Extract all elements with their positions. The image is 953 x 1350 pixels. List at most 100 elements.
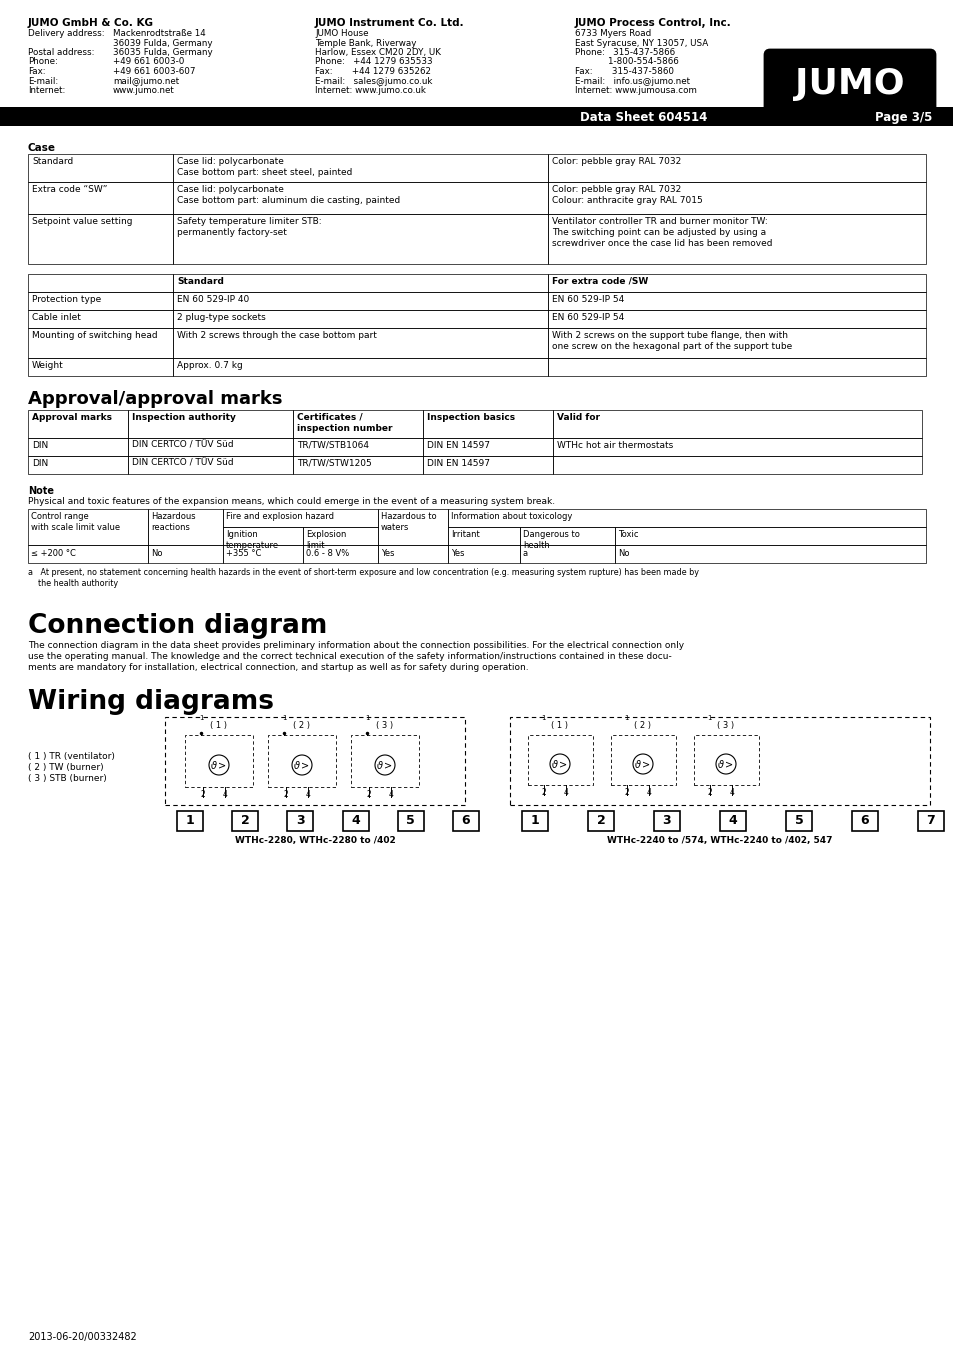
Bar [342, 811, 368, 832]
Text: ≤ +200 °C: ≤ +200 °C [30, 549, 76, 558]
Text: 1: 1 [186, 814, 194, 828]
Text: Toxic: Toxic [618, 531, 638, 539]
Bar [232, 811, 258, 832]
Text: With 2 screws through the case bottom part: With 2 screws through the case bottom pa… [177, 331, 376, 340]
Bar [223, 526, 303, 545]
Bar [177, 811, 203, 832]
Text: E-mail:: E-mail: [28, 77, 58, 85]
Text: mail@jumo.net: mail@jumo.net [112, 77, 179, 85]
Text: 4: 4 [728, 814, 737, 828]
Text: Phone:   315-437-5866: Phone: 315-437-5866 [575, 49, 675, 57]
Text: DIN: DIN [32, 459, 49, 468]
Text: Harlow, Essex CM20 2DY, UK: Harlow, Essex CM20 2DY, UK [314, 49, 440, 57]
Bar [547, 182, 925, 215]
Text: 4: 4 [729, 788, 734, 796]
Text: 6: 6 [461, 814, 470, 828]
Text: Inspection authority: Inspection authority [132, 413, 235, 423]
Text: 1: 1 [530, 814, 538, 828]
Bar [510, 717, 929, 805]
Bar [128, 437, 293, 456]
Bar [128, 410, 293, 437]
Text: Standard: Standard [32, 157, 73, 166]
Text: East Syracuse, NY 13057, USA: East Syracuse, NY 13057, USA [575, 39, 707, 47]
Bar [303, 526, 377, 545]
Text: 1: 1 [706, 716, 711, 721]
Text: Ignition
temperature: Ignition temperature [226, 531, 279, 549]
Text: EN 60 529-IP 54: EN 60 529-IP 54 [552, 296, 623, 304]
Bar [148, 509, 223, 545]
Bar [28, 328, 172, 358]
FancyBboxPatch shape [764, 50, 934, 117]
Text: DIN: DIN [32, 441, 49, 450]
Text: For extra code /SW: For extra code /SW [552, 277, 648, 286]
Bar [553, 410, 921, 437]
Bar [28, 410, 128, 437]
Text: JUMO GmbH & Co. KG: JUMO GmbH & Co. KG [28, 18, 153, 28]
Bar [172, 292, 547, 311]
Bar [165, 717, 464, 805]
Text: WTHc-2240 to /574, WTHc-2240 to /402, 547: WTHc-2240 to /574, WTHc-2240 to /402, 54… [607, 836, 832, 845]
Text: Hazardous to
waters: Hazardous to waters [380, 512, 436, 532]
Bar [610, 734, 676, 784]
Bar [693, 734, 759, 784]
Text: ( 3 ): ( 3 ) [376, 721, 394, 730]
Bar [527, 734, 593, 784]
Text: DIN CERTCO / TÜV Süd: DIN CERTCO / TÜV Süd [132, 441, 233, 450]
Text: With 2 screws on the support tube flange, then with
one screw on the hexagonal p: With 2 screws on the support tube flange… [552, 331, 791, 351]
Text: 4: 4 [646, 788, 651, 796]
Text: ( 2 ): ( 2 ) [634, 721, 651, 730]
Bar [422, 410, 553, 437]
Text: Weight: Weight [32, 360, 64, 370]
Bar [422, 456, 553, 474]
Text: DIN EN 14597: DIN EN 14597 [427, 459, 490, 468]
Text: Explosion
limit: Explosion limit [306, 531, 346, 549]
Bar [172, 215, 547, 265]
Text: ( 1 ): ( 1 ) [211, 721, 227, 730]
Text: $\vartheta>$: $\vartheta>$ [376, 759, 394, 771]
Bar [293, 410, 422, 437]
Text: ( 1 ) TR (ventilator)
( 2 ) TW (burner)
( 3 ) STB (burner): ( 1 ) TR (ventilator) ( 2 ) TW (burner) … [28, 752, 114, 783]
Text: The connection diagram in the data sheet provides preliminary information about : The connection diagram in the data sheet… [28, 641, 683, 672]
Text: Extra code “SW”: Extra code “SW” [32, 185, 108, 194]
Bar [453, 811, 478, 832]
Bar [172, 328, 547, 358]
Bar [223, 509, 377, 526]
Bar [587, 811, 614, 832]
Text: Approx. 0.7 kg: Approx. 0.7 kg [177, 360, 242, 370]
Text: 6: 6 [860, 814, 868, 828]
Text: ( 3 ): ( 3 ) [717, 721, 734, 730]
Text: a   At present, no statement concerning health hazards in the event of short-ter: a At present, no statement concerning he… [28, 568, 699, 589]
Text: 2013-06-20/00332482: 2013-06-20/00332482 [28, 1332, 136, 1342]
Text: TR/TW/STB1064: TR/TW/STB1064 [296, 441, 369, 450]
Text: 3: 3 [295, 814, 304, 828]
Text: JUMO Process Control, Inc.: JUMO Process Control, Inc. [575, 18, 731, 28]
Text: Case lid: polycarbonate
Case bottom part: sheet steel, painted: Case lid: polycarbonate Case bottom part… [177, 157, 352, 177]
Bar [172, 310, 547, 328]
Text: Color: pebble gray RAL 7032
Colour: anthracite gray RAL 7015: Color: pebble gray RAL 7032 Colour: anth… [552, 185, 702, 205]
Text: Case lid: polycarbonate
Case bottom part: aluminum die casting, painted: Case lid: polycarbonate Case bottom part… [177, 185, 400, 205]
Bar [148, 545, 223, 563]
Text: 2: 2 [707, 788, 712, 796]
Text: 3: 3 [662, 814, 671, 828]
Bar [28, 310, 172, 328]
Text: Fire and explosion hazard: Fire and explosion hazard [226, 512, 334, 521]
Text: Cable inlet: Cable inlet [32, 313, 81, 323]
Text: Ventilator controller TR and burner monitor TW:
The switching point can be adjus: Ventilator controller TR and burner moni… [552, 217, 772, 248]
Text: E-mail:   info.us@jumo.net: E-mail: info.us@jumo.net [575, 77, 689, 85]
Text: $\vartheta>$: $\vartheta>$ [551, 757, 568, 769]
Text: 36035 Fulda, Germany: 36035 Fulda, Germany [112, 49, 213, 57]
Text: $\vartheta>$: $\vartheta>$ [211, 759, 228, 771]
Text: ( 2 ): ( 2 ) [294, 721, 310, 730]
Bar [547, 215, 925, 265]
Bar [553, 437, 921, 456]
Text: 1: 1 [623, 716, 628, 721]
Text: Dangerous to
health: Dangerous to health [522, 531, 579, 549]
Text: DIN EN 14597: DIN EN 14597 [427, 441, 490, 450]
Text: 2: 2 [240, 814, 250, 828]
Text: 7: 7 [925, 814, 934, 828]
Bar [547, 328, 925, 358]
Text: Setpoint value setting: Setpoint value setting [32, 217, 132, 225]
Text: 1: 1 [540, 716, 545, 721]
Bar [293, 456, 422, 474]
Bar [268, 734, 335, 787]
